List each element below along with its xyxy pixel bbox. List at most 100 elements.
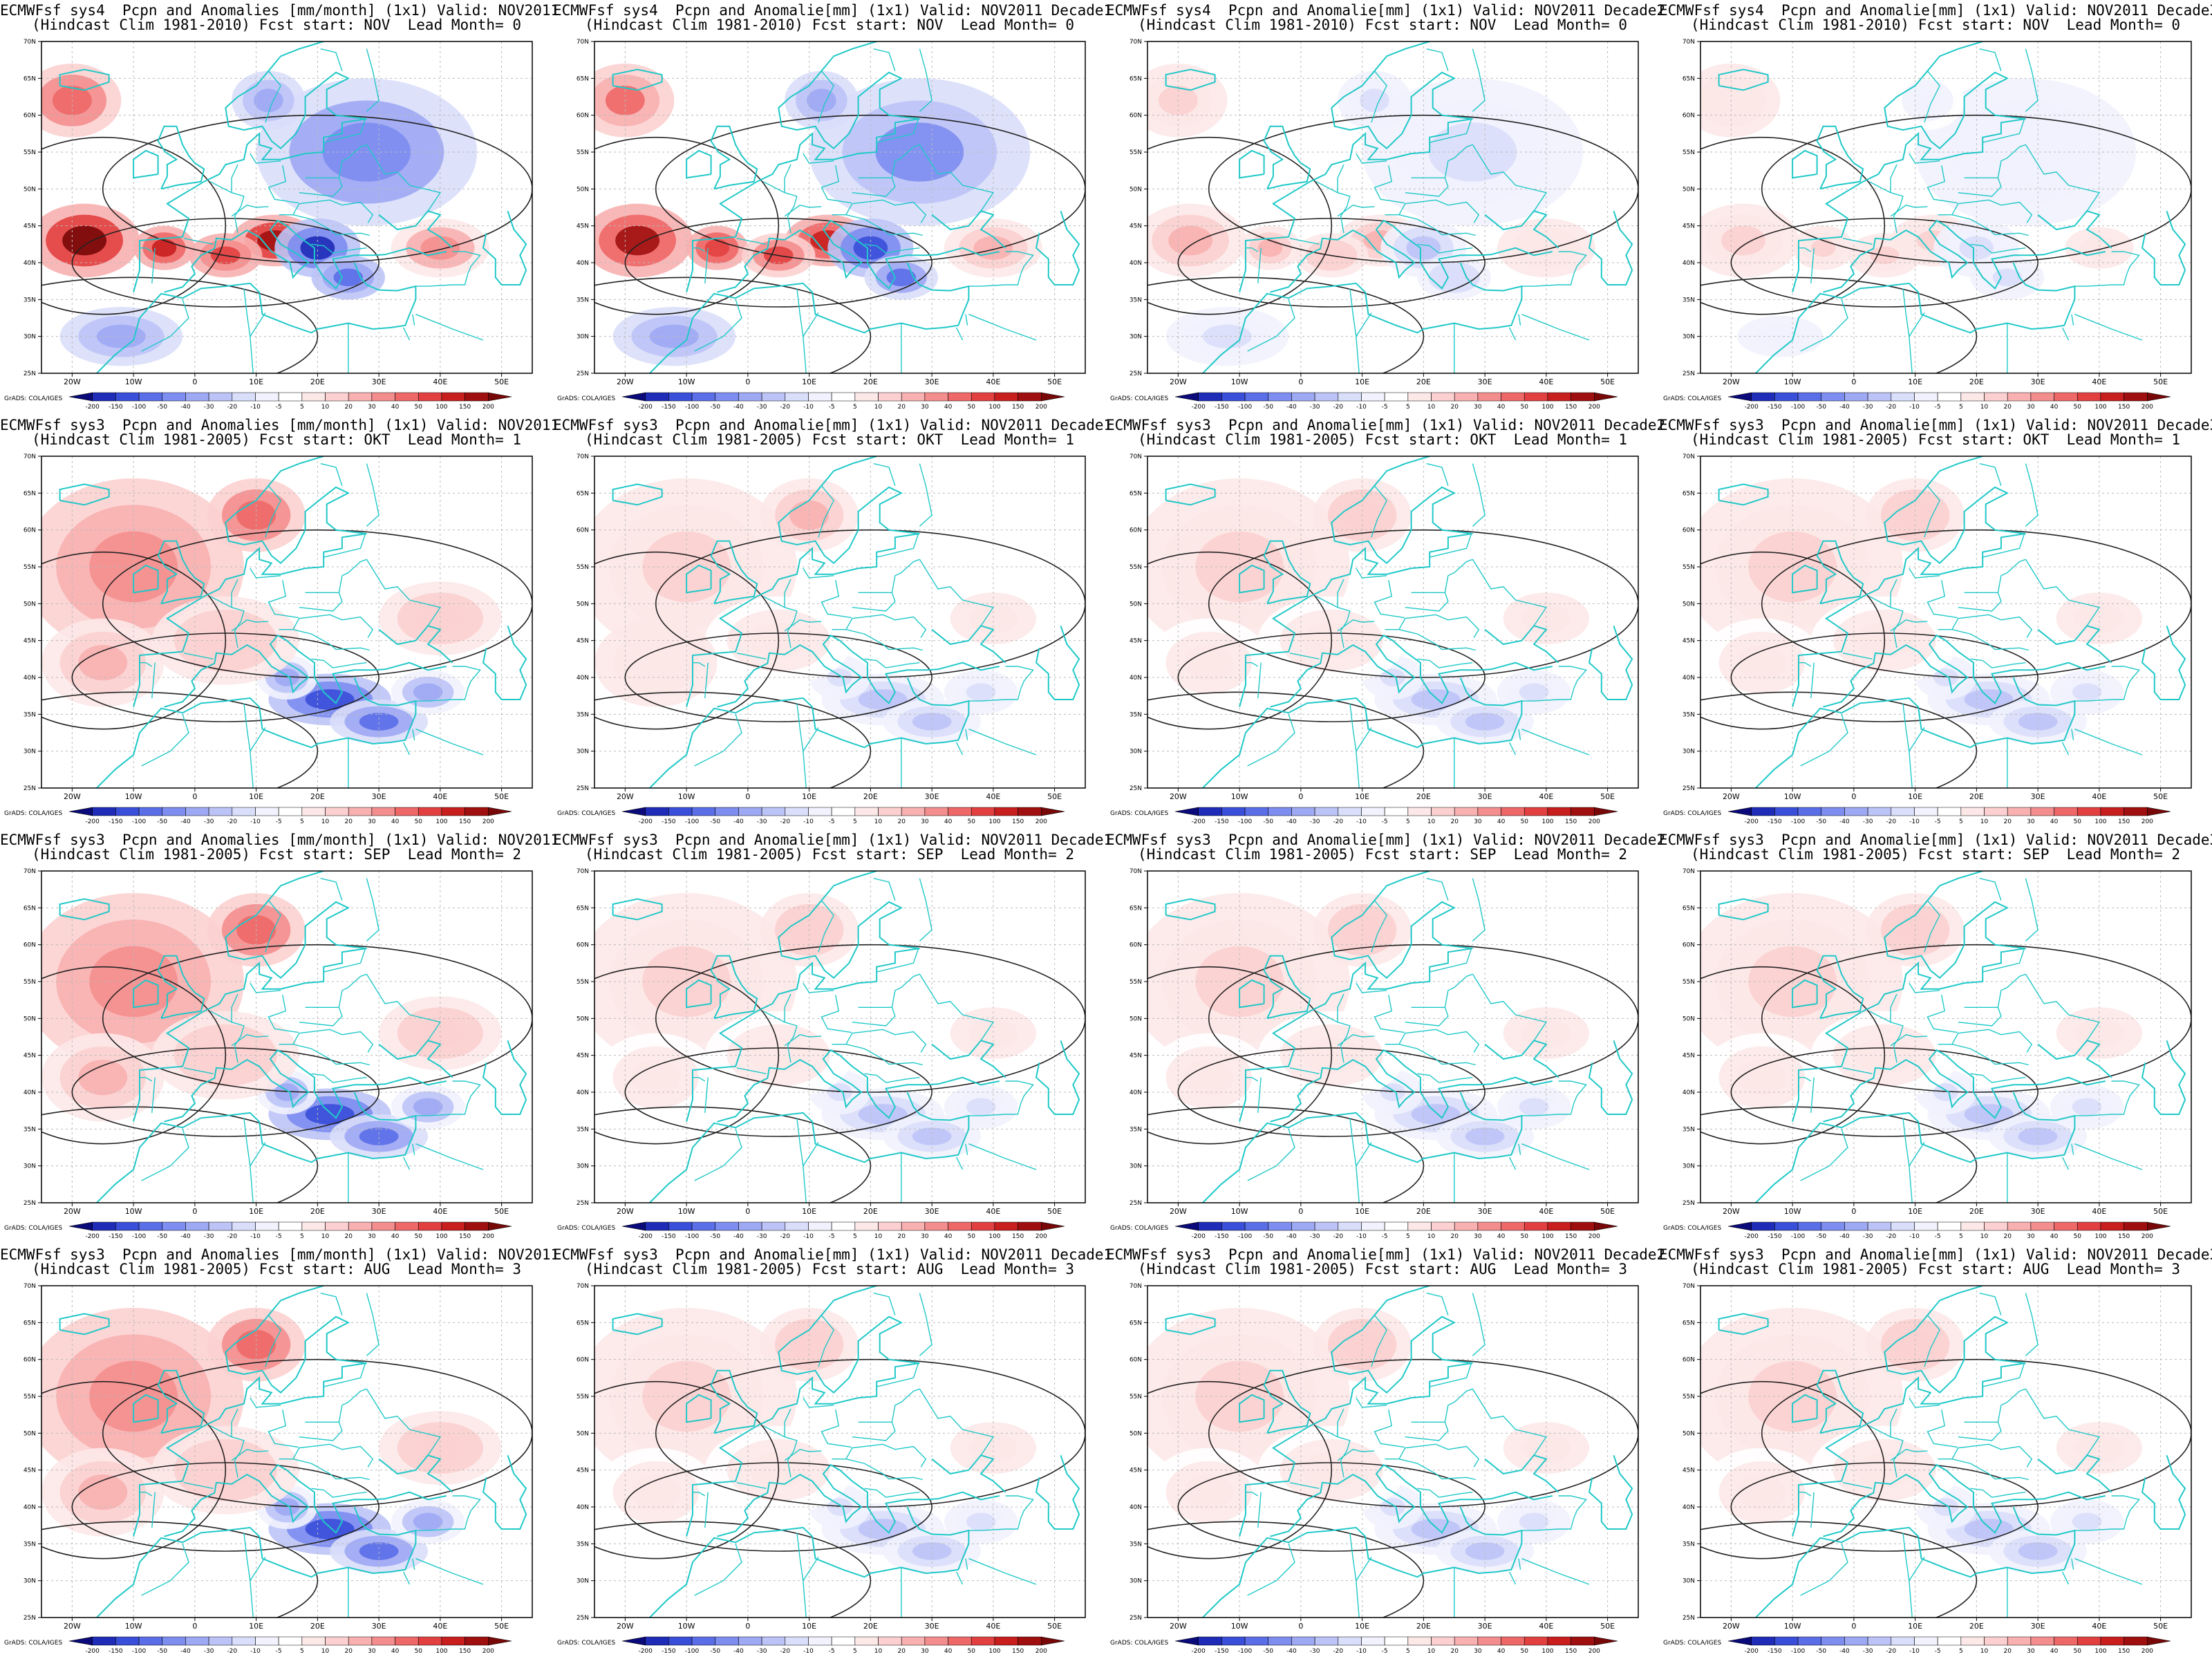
lon-tick-label: 30E: [925, 1622, 939, 1631]
coastline: [1816, 1369, 1864, 1434]
colorbar-label: -20: [1333, 1648, 1343, 1655]
lon-tick-label: 10W: [1231, 377, 1248, 386]
country-border: [452, 688, 469, 700]
country-border: [818, 1315, 834, 1367]
lon-tick-label: 20E: [1416, 1207, 1431, 1216]
coastline: [686, 1394, 712, 1423]
lat-tick-label: 40N: [577, 1504, 589, 1511]
colorbar-swatch: [1477, 1221, 1501, 1231]
colorbar-label: 100: [2094, 818, 2106, 825]
colorbar-swatch: [1594, 1636, 1618, 1646]
colorbar-swatch: [348, 1221, 373, 1231]
lat-tick-label: 50N: [577, 186, 589, 193]
country-border: [151, 1077, 156, 1113]
colorbar-label: -50: [710, 404, 720, 411]
country-border: [1356, 312, 1372, 373]
country-border: [821, 580, 852, 619]
country-border: [2074, 699, 2112, 702]
lat-tick-label: 35N: [577, 297, 589, 303]
colorbar-swatch: [1314, 807, 1339, 816]
colorbar-label: 100: [435, 404, 447, 411]
country-border: [2071, 1143, 2074, 1155]
colorbar-label: 200: [2141, 818, 2153, 825]
country-border: [852, 1421, 896, 1441]
panel-subtitle: (Hindcast Clim 1981-2005) Fcst start: AU…: [584, 1261, 1074, 1277]
country-border: [736, 653, 767, 659]
colorbar-swatch: [1774, 1221, 1799, 1231]
panel-subtitle: (Hindcast Clim 1981-2005) Fcst start: SE…: [1690, 846, 2180, 863]
country-border: [243, 703, 251, 751]
country-border: [704, 662, 709, 698]
colorbar-swatch: [1454, 1636, 1479, 1646]
map-frame: [41, 41, 533, 374]
colorbar-swatch: [1821, 1636, 1845, 1646]
colorbar-swatch: [1571, 1636, 1595, 1646]
country-border: [1430, 533, 1472, 558]
coastline: [1484, 625, 1559, 664]
lon-tick-label: 20W: [1170, 792, 1187, 801]
colorbar-swatch: [924, 1221, 948, 1231]
colorbar-swatch: [1477, 807, 1501, 816]
country-border: [1902, 288, 1910, 337]
panel-title: ECMWFsf sys3 Pcpn and Anomalie[mm] (1x1)…: [1659, 832, 2212, 848]
colorbar-label: 40: [2050, 818, 2059, 825]
lat-tick-label: 50N: [24, 186, 36, 193]
country-border: [1005, 1103, 1022, 1115]
lat-tick-label: 50N: [24, 1430, 36, 1437]
country-border: [209, 1011, 245, 1063]
country-border: [452, 1103, 469, 1115]
country-border: [1890, 619, 1928, 632]
colorbar-label: 40: [944, 1233, 953, 1240]
colorbar-swatch: [901, 807, 926, 816]
country-border: [955, 742, 964, 756]
country-border: [852, 177, 896, 197]
colorbar-label: -30: [1310, 818, 1320, 825]
coastline: [1484, 1040, 1559, 1078]
lon-tick-label: 30E: [925, 792, 939, 801]
country-border: [1444, 1388, 1473, 1423]
lat-tick-label: 45N: [24, 1468, 36, 1474]
colorbar-swatch: [1594, 392, 1618, 402]
lat-tick-label: 50N: [1130, 1430, 1142, 1437]
colorbar-label: 40: [944, 1648, 953, 1655]
colorbar-label: -20: [227, 1233, 237, 1240]
lat-tick-label: 45N: [577, 223, 589, 230]
country-border: [1970, 243, 1993, 254]
colorbar-swatch: [2147, 1636, 2171, 1646]
lat-tick-label: 60N: [24, 113, 36, 120]
colorbar-swatch: [1291, 807, 1315, 816]
colorbar-swatch: [1431, 1221, 1455, 1231]
country-border: [1337, 993, 1344, 1022]
lat-tick-label: 70N: [24, 453, 36, 460]
colorbar-label: -20: [227, 404, 237, 411]
colorbar-swatch: [1960, 1636, 1985, 1646]
colorbar-label: 10: [1980, 1648, 1989, 1655]
colorbar-label: -150: [1768, 818, 1782, 825]
forecast-panel: ECMWFsf sys3 Pcpn and Anomalie[mm] (1x1)…: [553, 415, 1112, 830]
country-border: [265, 1315, 281, 1367]
lat-tick-label: 45N: [1683, 223, 1695, 230]
country-border: [2071, 729, 2074, 740]
colorbar-label: -150: [662, 818, 676, 825]
colorbar-swatch: [1454, 392, 1479, 402]
country-border: [1909, 568, 1940, 579]
lon-tick-label: 40E: [433, 1622, 447, 1631]
coastline: [133, 979, 159, 1009]
colorbar-swatch: [854, 1221, 879, 1231]
grads-credit: GrADS: COLA/IGES: [1110, 810, 1169, 817]
lat-tick-label: 30N: [1683, 334, 1695, 341]
country-border: [1337, 579, 1344, 608]
colorbar-label: 50: [1521, 818, 1529, 825]
colorbar-label: 50: [415, 1648, 423, 1655]
colorbar-swatch: [1407, 807, 1432, 816]
country-border: [1247, 1544, 1295, 1596]
colorbar-label: -150: [1215, 818, 1229, 825]
colorbar-swatch: [1314, 1221, 1339, 1231]
coastline: [133, 41, 367, 292]
colorbar-label: -20: [227, 1648, 237, 1655]
lon-tick-label: 40E: [986, 377, 1000, 386]
colorbar-swatch: [1774, 807, 1799, 816]
country-border: [762, 1011, 798, 1063]
colorbar-label: -30: [204, 1648, 214, 1655]
